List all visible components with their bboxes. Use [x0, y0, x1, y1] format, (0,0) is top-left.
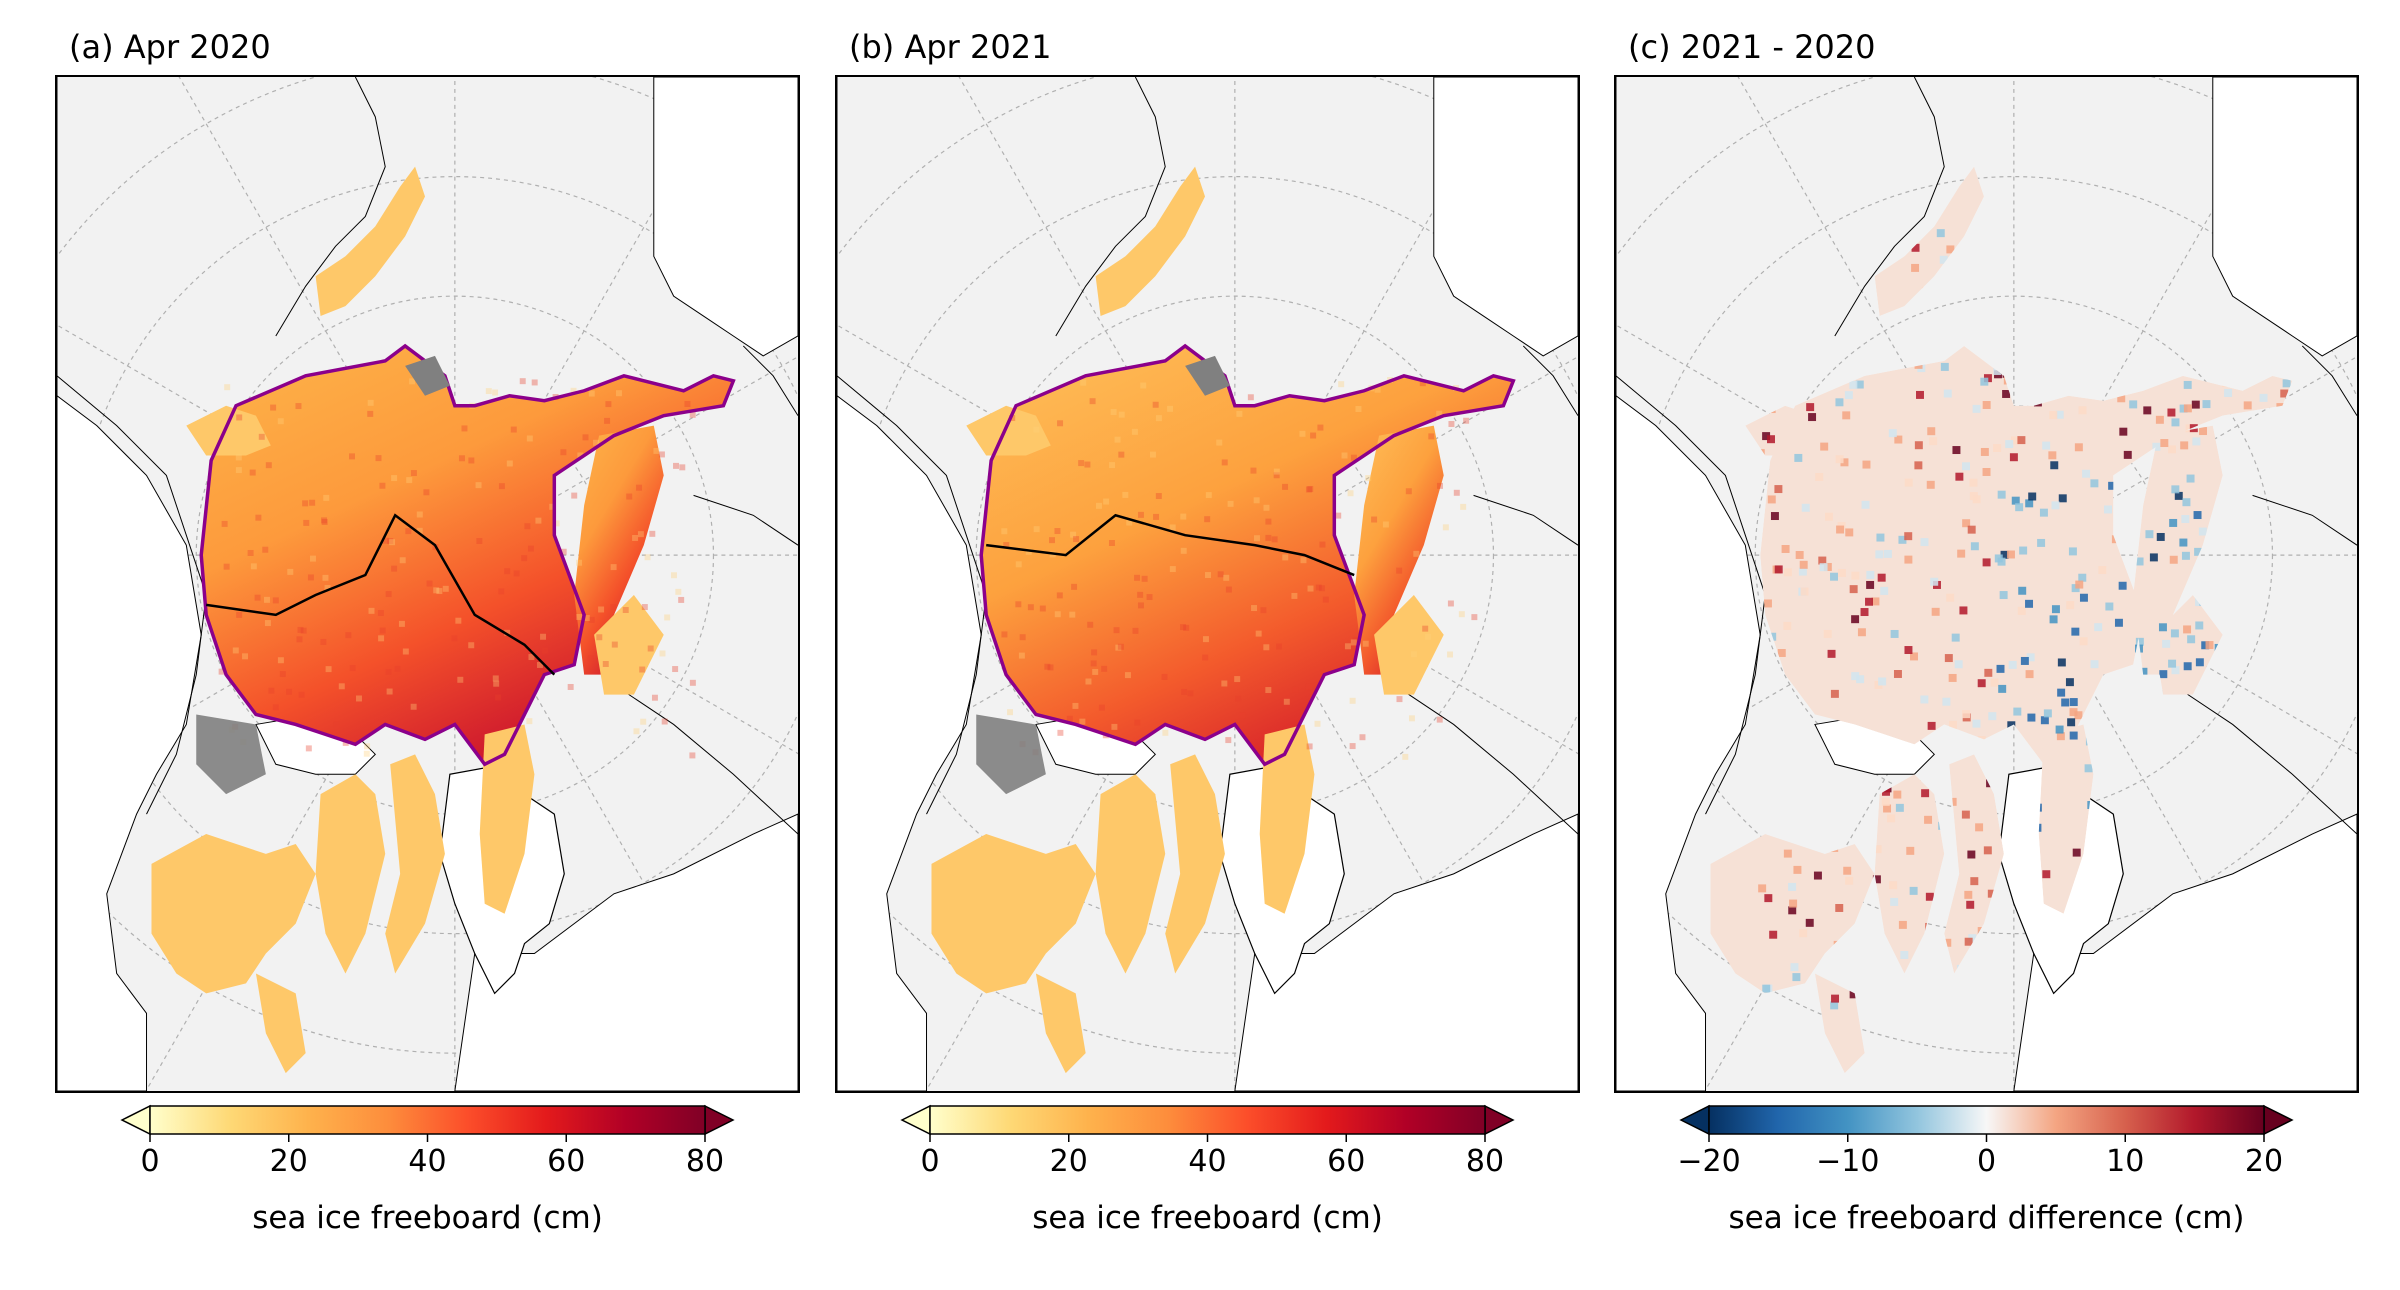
colorbar-tick-label: 60: [1327, 1144, 1366, 1179]
freeboard-contour: [206, 513, 556, 676]
colorbar-tick-label: 0: [1976, 1144, 1997, 1179]
colorbar-tick-label: 0: [920, 1144, 940, 1179]
masked-region: [405, 355, 450, 396]
ice-edge-contour: [199, 343, 736, 767]
colorbar-max-extend: [1484, 1104, 1515, 1136]
colorbar-label: sea ice freeboard (cm): [252, 1200, 603, 1236]
panel-title: (c) 2021 - 2020: [1628, 28, 1876, 66]
polar-map: [837, 77, 1578, 1091]
map-frame: [1614, 75, 2359, 1093]
sea-ice-field: [931, 166, 1514, 1074]
colorbar-min-extend: [900, 1104, 931, 1136]
colorbar-label: sea ice freeboard difference (cm): [1728, 1200, 2245, 1236]
map-frame: [835, 75, 1580, 1093]
polar-map: [57, 77, 798, 1091]
masked-region: [1185, 355, 1230, 396]
polar-map: [1616, 77, 2357, 1091]
land-masses: [57, 77, 798, 1091]
colorbar-label: sea ice freeboard (cm): [1032, 1200, 1383, 1236]
colorbar: [1679, 1104, 2294, 1142]
panel-title: (b) Apr 2021: [849, 28, 1052, 66]
colorbar-tick-label: 10: [2106, 1144, 2145, 1179]
colorbar-gradient: [1708, 1105, 2265, 1135]
colorbar-tick-label: −10: [1816, 1144, 1880, 1179]
map-frame: [55, 75, 800, 1093]
colorbar-max-extend: [2263, 1104, 2294, 1136]
colorbar-max-extend: [704, 1104, 735, 1136]
colorbar-tick-label: 0: [140, 1144, 160, 1179]
colorbar-tick-label: 80: [1465, 1144, 1505, 1179]
colorbar-tick-label: −20: [1677, 1144, 1741, 1179]
panel-title: (a) Apr 2020: [69, 28, 271, 66]
colorbar-min-extend: [1679, 1104, 1710, 1136]
colorbar-tick-label: 40: [408, 1144, 447, 1179]
colorbar-tick-label: 20: [2244, 1144, 2284, 1179]
colorbar: [900, 1104, 1515, 1142]
freeboard-contour: [986, 513, 1355, 577]
colorbar-tick-label: 80: [685, 1144, 725, 1179]
colorbar-gradient: [929, 1105, 1486, 1135]
ice-edge-contour: [979, 343, 1516, 767]
colorbar-min-extend: [120, 1104, 151, 1136]
colorbar: [120, 1104, 735, 1142]
colorbar-tick-label: 60: [547, 1144, 586, 1179]
colorbar-tick-label: 40: [1188, 1144, 1227, 1179]
colorbar-tick-label: 20: [269, 1144, 308, 1179]
colorbar-tick-label: 20: [1049, 1144, 1088, 1179]
sea-ice-field: [151, 166, 734, 1074]
colorbar-gradient: [149, 1105, 706, 1135]
